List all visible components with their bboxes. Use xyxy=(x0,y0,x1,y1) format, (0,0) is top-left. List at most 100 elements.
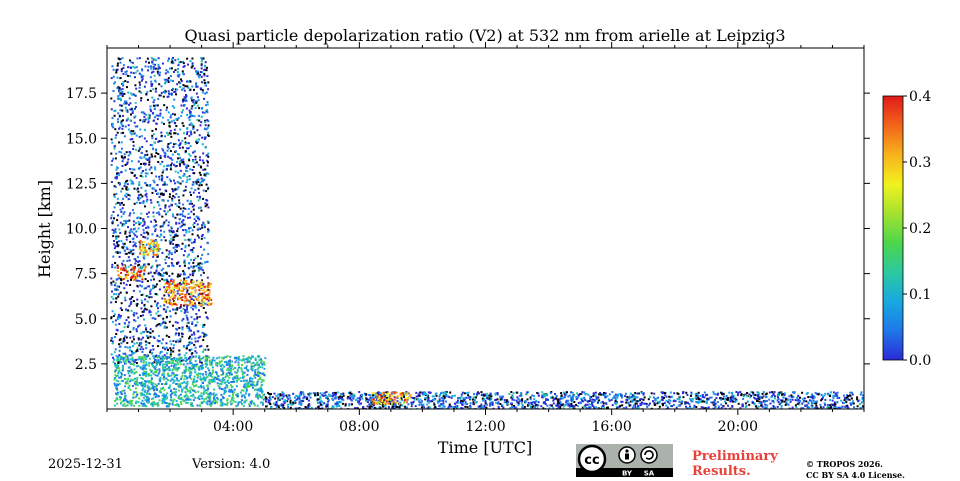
heatmap-cell xyxy=(207,206,209,208)
heatmap-cell xyxy=(116,172,118,174)
heatmap-cell xyxy=(163,378,165,380)
heatmap-cell xyxy=(150,202,152,204)
heatmap-cell xyxy=(135,102,137,104)
heatmap-cell xyxy=(118,323,120,325)
heatmap-cell xyxy=(203,249,205,251)
heatmap-cell xyxy=(207,231,209,233)
heatmap-cell xyxy=(157,302,159,304)
heatmap-cell xyxy=(644,403,646,405)
heatmap-cell xyxy=(111,77,113,79)
heatmap-cell xyxy=(132,393,134,395)
heatmap-cell xyxy=(300,404,302,406)
heatmap-cell xyxy=(183,278,185,280)
heatmap-cell xyxy=(224,391,226,393)
heatmap-cell xyxy=(234,371,236,373)
heatmap-cell xyxy=(198,294,200,296)
heatmap-cell xyxy=(162,184,164,186)
heatmap-cell xyxy=(181,287,183,289)
heatmap-cell xyxy=(163,223,165,225)
heatmap-cell xyxy=(173,279,175,281)
heatmap-cell xyxy=(169,68,171,70)
heatmap-cell xyxy=(117,198,119,200)
heatmap-cell xyxy=(206,109,208,111)
heatmap-cell xyxy=(260,386,262,388)
heatmap-cell xyxy=(804,397,806,399)
heatmap-cell xyxy=(179,307,181,309)
heatmap-cell xyxy=(126,239,128,241)
heatmap-cell xyxy=(573,401,575,403)
heatmap-cell xyxy=(834,403,836,405)
heatmap-cell xyxy=(112,229,114,231)
heatmap-cell xyxy=(230,370,232,372)
heatmap-cell xyxy=(190,60,192,62)
heatmap-cell xyxy=(204,286,206,288)
heatmap-cell xyxy=(158,66,160,68)
heatmap-cell xyxy=(158,368,160,370)
heatmap-cell xyxy=(149,393,151,395)
heatmap-cell xyxy=(190,81,192,83)
heatmap-cell xyxy=(219,387,221,389)
heatmap-cell xyxy=(166,132,168,134)
heatmap-cell xyxy=(170,390,172,392)
heatmap-cell xyxy=(117,289,119,291)
heatmap-cell xyxy=(168,275,170,277)
heatmap-cell xyxy=(179,353,181,355)
heatmap-cell xyxy=(118,174,120,176)
heatmap-cell xyxy=(121,302,123,304)
heatmap-cell xyxy=(131,94,133,96)
heatmap-cell xyxy=(200,392,202,394)
heatmap-cell xyxy=(188,244,190,246)
heatmap-cell xyxy=(677,398,679,400)
heatmap-cell xyxy=(162,268,164,270)
heatmap-cell xyxy=(207,253,209,255)
heatmap-cell xyxy=(612,404,614,406)
heatmap-cell xyxy=(460,402,462,404)
heatmap-cell xyxy=(122,365,124,367)
heatmap-cell xyxy=(141,279,143,281)
heatmap-cell xyxy=(829,395,831,397)
heatmap-cell xyxy=(149,311,151,313)
heatmap-cell xyxy=(317,392,319,394)
heatmap-cell xyxy=(227,380,229,382)
heatmap-cell xyxy=(119,58,121,60)
heatmap-cell xyxy=(205,124,207,126)
heatmap-cell xyxy=(184,311,186,313)
heatmap-cell xyxy=(175,93,177,95)
heatmap-cell xyxy=(118,370,120,372)
heatmap-cell xyxy=(265,401,267,403)
heatmap-cell xyxy=(229,356,231,358)
heatmap-cell xyxy=(174,380,176,382)
heatmap-cell xyxy=(205,366,207,368)
heatmap-cell xyxy=(143,362,145,364)
heatmap-cell xyxy=(840,400,842,402)
heatmap-cell xyxy=(665,400,667,402)
heatmap-cell xyxy=(120,268,122,270)
heatmap-cell xyxy=(125,222,127,224)
heatmap-cell xyxy=(156,212,158,214)
heatmap-cell xyxy=(186,230,188,232)
heatmap-cell xyxy=(138,194,140,196)
heatmap-cell xyxy=(145,81,147,83)
heatmap-cell xyxy=(124,182,126,184)
heatmap-cell xyxy=(112,281,114,283)
heatmap-cell xyxy=(163,96,165,98)
heatmap-cell xyxy=(533,398,535,400)
heatmap-cell xyxy=(122,73,124,75)
heatmap-cell xyxy=(111,142,113,144)
heatmap-cell xyxy=(204,112,206,114)
heatmap-cell xyxy=(221,364,223,366)
heatmap-cell xyxy=(142,170,144,172)
heatmap-cell xyxy=(821,394,823,396)
heatmap-cell xyxy=(248,356,250,358)
heatmap-cell xyxy=(260,362,262,364)
heatmap-cell xyxy=(169,252,171,254)
heatmap-cell xyxy=(156,256,158,258)
heatmap-cell xyxy=(175,328,177,330)
heatmap-cell xyxy=(117,399,119,401)
heatmap-cell xyxy=(161,85,163,87)
heatmap-cell xyxy=(149,291,151,293)
heatmap-cell xyxy=(131,168,133,170)
heatmap-cell xyxy=(172,382,174,384)
heatmap-cell xyxy=(186,114,188,116)
heatmap-cell xyxy=(138,161,140,163)
